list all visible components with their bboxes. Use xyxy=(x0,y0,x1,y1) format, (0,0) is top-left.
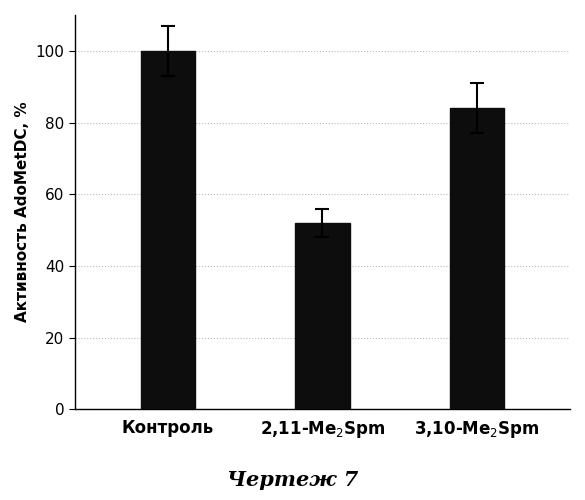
Y-axis label: Активность AdoMetDC, %: Активность AdoMetDC, % xyxy=(15,102,30,322)
Text: Чертеж 7: Чертеж 7 xyxy=(227,470,358,490)
Bar xyxy=(295,223,349,410)
Bar xyxy=(450,108,504,410)
Bar xyxy=(140,51,195,410)
